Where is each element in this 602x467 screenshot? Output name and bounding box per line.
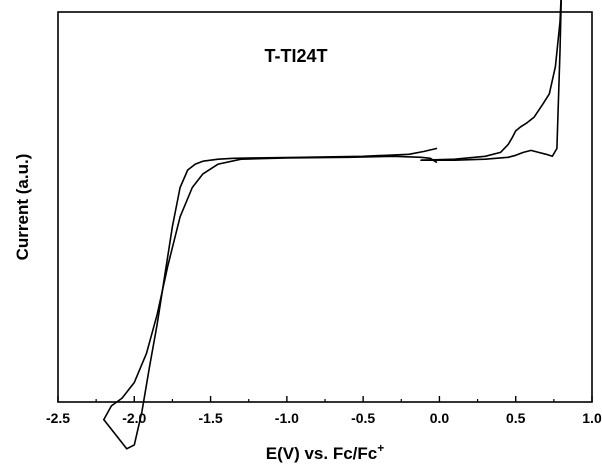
x-tick-label: 0.0 (430, 410, 450, 426)
x-axis-title-superscript: + (377, 441, 384, 455)
x-axis-ticks: -2.5 -2.0 -1.5 -1.0 -0.5 0.0 0.5 1.0 (46, 396, 602, 426)
series-group (103, 0, 563, 450)
x-tick-label: -2.5 (46, 410, 70, 426)
cv-trace-segment-4 (420, 0, 563, 161)
cv-trace-segment-1 (103, 155, 438, 421)
plot-frame (57, 11, 593, 403)
x-tick-label: -0.5 (351, 410, 375, 426)
x-tick-label: -1.5 (199, 410, 223, 426)
cv-trace-segment-3 (420, 0, 562, 161)
x-axis-title: E(V) vs. Fc/Fc+ (266, 441, 385, 463)
x-tick-label: 1.0 (582, 410, 602, 426)
y-axis-title: Current (a.u.) (13, 154, 32, 261)
chart-title: T-TI24T (264, 46, 327, 66)
x-axis-title-text: E(V) vs. Fc/Fc (266, 444, 377, 463)
cv-trace-segment-2 (103, 147, 438, 450)
x-tick-label: -1.0 (275, 410, 299, 426)
x-tick-label: 0.5 (506, 410, 526, 426)
x-tick-label: -2.0 (122, 410, 146, 426)
